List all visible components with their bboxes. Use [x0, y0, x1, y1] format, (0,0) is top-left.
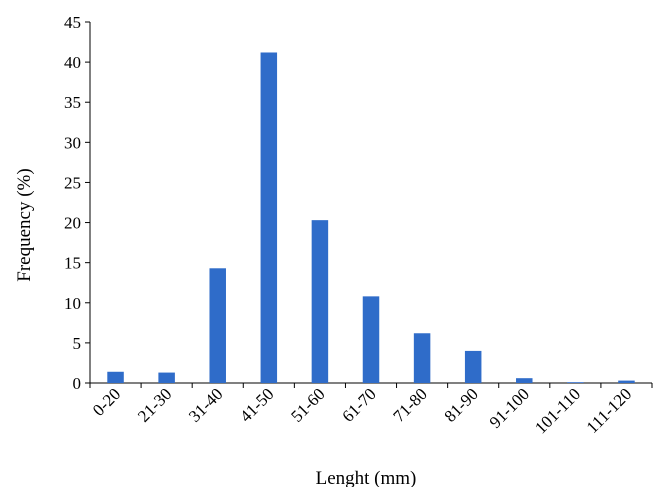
x-tick-label: 21-30 [134, 384, 175, 425]
bar-21-30 [158, 372, 175, 383]
x-tick-label: 101-110 [531, 384, 584, 437]
x-tick-label: 61-70 [338, 384, 379, 425]
x-tick-label: 51-60 [287, 384, 328, 425]
bar-91-100 [516, 378, 533, 383]
y-tick-label: 30 [64, 133, 81, 152]
bar-71-80 [413, 333, 431, 383]
x-axis: 0-20 21-30 31-40 41-50 51-60 61-70 71-80 81-90 9… [89, 382, 653, 437]
y-tick-label: 10 [64, 294, 81, 313]
x-tick-label: 91-100 [486, 384, 533, 431]
y-tick-label: 45 [64, 13, 81, 32]
y-tick-label: 35 [64, 93, 81, 112]
y-tick-label: 25 [64, 173, 81, 192]
bar-81-90 [464, 350, 482, 383]
bar-31-40 [209, 268, 226, 383]
bar-61-70 [362, 296, 380, 383]
y-tick-label: 0 [73, 374, 82, 393]
bar-111-120 [618, 380, 635, 383]
y-tick-label: 5 [73, 334, 82, 353]
x-tick-label: 81-90 [441, 384, 482, 425]
y-tick-label: 20 [64, 214, 81, 233]
y-axis-title: Frequency (%) [14, 168, 35, 281]
y-ticks: 0 5 10 15 20 25 30 35 40 45 [64, 13, 90, 393]
x-tick-label: 31-40 [185, 384, 226, 425]
y-axis: 0 5 10 15 20 25 30 35 40 45 [64, 13, 91, 393]
x-tick-label: 71-80 [389, 384, 430, 425]
bars [107, 52, 635, 384]
y-tick-label: 40 [64, 53, 81, 72]
x-tick-label: 41-50 [236, 384, 277, 425]
bar-51-60 [311, 220, 329, 383]
bar-101-110 [567, 382, 584, 383]
x-tick-label: 0-20 [89, 384, 124, 419]
bar-0-20 [107, 371, 124, 383]
bar-41-50 [260, 52, 278, 384]
x-axis-title: Lenght (mm) [316, 468, 417, 487]
x-ticks: 0-20 21-30 31-40 41-50 51-60 61-70 71-80 81-90 9… [89, 383, 653, 437]
x-tick-label: 111-120 [583, 384, 636, 437]
y-tick-label: 15 [64, 254, 81, 273]
